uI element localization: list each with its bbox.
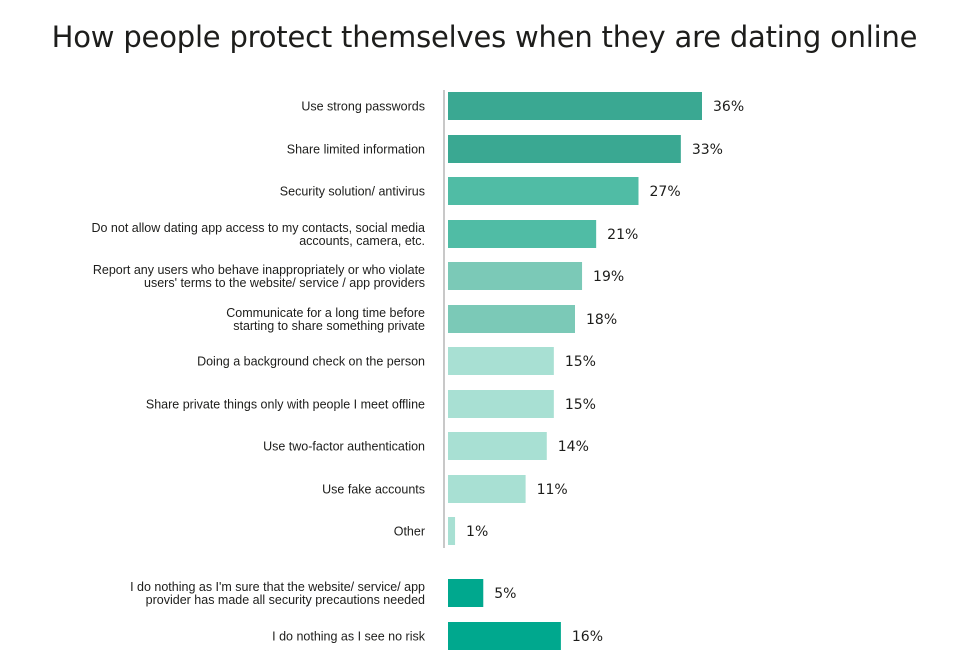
bar bbox=[448, 177, 639, 205]
bar bbox=[448, 475, 526, 503]
chart-title: How people protect themselves when they … bbox=[51, 20, 918, 54]
value-label: 21% bbox=[607, 227, 638, 243]
value-label: 15% bbox=[565, 354, 596, 370]
bar bbox=[448, 622, 561, 650]
value-label: 11% bbox=[537, 482, 568, 498]
bar bbox=[448, 92, 702, 120]
category-label: Share private things only with people I … bbox=[146, 398, 425, 412]
category-label: Communicate for a long time before bbox=[226, 306, 425, 320]
value-label: 5% bbox=[494, 586, 516, 602]
bar bbox=[448, 390, 554, 418]
value-label: 15% bbox=[565, 397, 596, 413]
value-label: 16% bbox=[572, 629, 603, 645]
category-label: users' terms to the website/ service / a… bbox=[144, 276, 425, 290]
category-label: Other bbox=[394, 525, 425, 539]
bar bbox=[448, 135, 681, 163]
category-label: Use strong passwords bbox=[301, 100, 425, 114]
category-label: Doing a background check on the person bbox=[197, 355, 425, 369]
category-label: starting to share something private bbox=[233, 319, 425, 333]
category-label: Share limited information bbox=[287, 143, 425, 157]
value-label: 19% bbox=[593, 269, 624, 285]
value-label: 27% bbox=[650, 184, 681, 200]
category-label: Report any users who behave inappropriat… bbox=[93, 263, 425, 277]
value-label: 14% bbox=[558, 439, 589, 455]
bar bbox=[448, 220, 597, 248]
bar bbox=[448, 432, 547, 460]
value-label: 18% bbox=[586, 312, 617, 328]
category-label: accounts, camera, etc. bbox=[299, 234, 425, 248]
bar bbox=[448, 305, 575, 333]
category-label: provider has made all security precautio… bbox=[146, 593, 425, 607]
value-label: 1% bbox=[466, 524, 488, 540]
bar bbox=[448, 262, 583, 290]
value-label: 36% bbox=[713, 99, 744, 115]
category-label: I do nothing as I'm sure that the websit… bbox=[130, 580, 425, 594]
category-label: Use two-factor authentication bbox=[263, 440, 425, 454]
bar bbox=[448, 517, 456, 545]
bar bbox=[448, 347, 554, 375]
bar bbox=[448, 579, 484, 607]
value-label: 33% bbox=[692, 142, 723, 158]
category-label: Security solution/ antivirus bbox=[280, 185, 425, 199]
category-label: Do not allow dating app access to my con… bbox=[91, 221, 425, 235]
category-label: I do nothing as I see no risk bbox=[272, 630, 426, 644]
category-label: Use fake accounts bbox=[322, 483, 425, 497]
